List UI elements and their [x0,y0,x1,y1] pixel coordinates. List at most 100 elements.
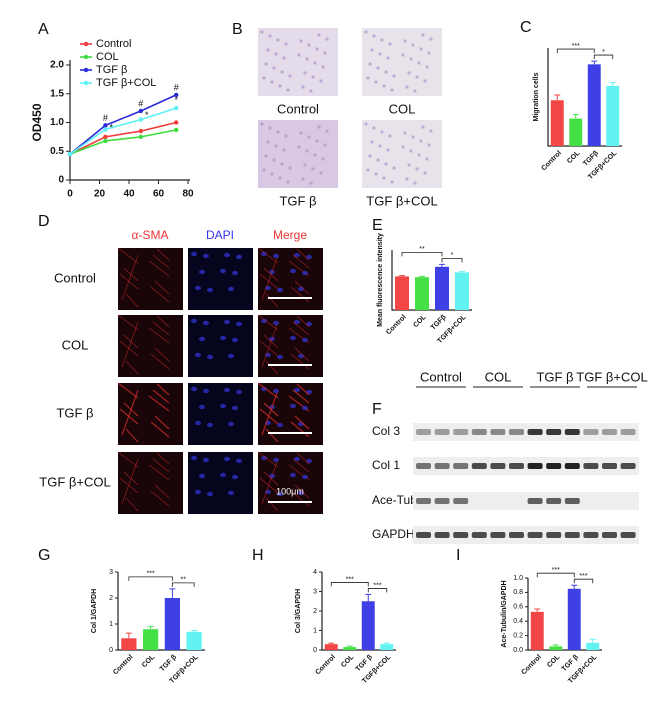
fiber [257,451,279,468]
sig-bracket [441,258,463,263]
panel-letter: D [38,213,50,230]
band [620,429,636,435]
band [546,498,562,504]
cell [409,149,413,153]
axes [321,572,396,651]
cell [380,130,384,134]
fiber [123,334,139,349]
sig-label: *** [373,582,381,589]
panel-letter: I [456,547,460,564]
nucleus [298,353,304,359]
x-tick-label: Control [540,150,563,173]
cell [380,38,384,42]
sig-label: *** [579,573,587,580]
sig-bracket [593,54,614,60]
band [416,429,431,435]
band [434,498,450,504]
band [583,532,599,538]
cell [301,85,305,89]
nucleus [294,456,300,462]
cell [286,180,290,184]
bar [567,588,581,650]
fiber [292,254,310,269]
cell [282,148,286,152]
error-bar [609,82,616,86]
cell [419,47,423,51]
annotation: # [103,113,108,123]
cell [378,144,382,148]
cell [386,148,390,152]
cell [409,57,413,61]
column-head: Merge [273,228,307,242]
cell [366,168,370,172]
error-bar [147,626,154,630]
error-bar [419,275,425,278]
cell [317,33,321,37]
cell [268,34,272,38]
cell [270,80,274,84]
fiber [294,415,310,430]
cell [403,131,407,135]
nucleus [261,251,267,257]
cell [319,79,323,83]
band [527,429,543,435]
series-line [69,94,177,155]
fiber [150,286,170,303]
cell [401,53,405,57]
cell [276,38,280,42]
fiber [125,360,139,375]
panel-letter: B [232,21,243,38]
fiber [150,421,170,438]
band [602,429,617,435]
nucleus [298,286,304,292]
cell [384,70,388,74]
sig-label: *** [346,576,354,583]
fiber [148,395,170,412]
row-label: COL [62,337,89,352]
fiber [117,314,139,331]
band [546,429,562,435]
panel-letter: C [520,19,532,36]
nucleus [228,353,234,359]
series-line [69,121,177,155]
bar [415,277,429,310]
fiber [152,321,170,336]
nucleus [273,457,279,463]
fiber [257,382,279,399]
cell [299,131,303,135]
sig-label: * [602,49,605,56]
point [138,117,143,122]
nucleus [277,287,283,293]
column-head: α-SMA [132,228,169,242]
y-tick-label: 2 [109,595,113,602]
nucleus [191,386,197,392]
band [453,429,469,435]
bar [587,64,601,146]
cell [411,43,415,47]
y-tick-label: 0.8 [513,589,523,596]
bar [550,100,564,146]
cell [309,89,313,93]
cell [403,39,407,43]
cell [264,154,268,158]
y-axis-label: Mean fluorescence intensity [377,233,384,327]
error-bar [552,644,559,647]
cell [407,71,411,75]
fiber [117,451,139,468]
x-tick-label: Control [385,314,408,337]
micro-image [258,120,338,188]
band [490,463,506,469]
band [564,498,580,504]
x-tick-label: 60 [153,189,165,200]
cell [370,48,374,52]
fluor-image [188,315,253,377]
nucleus [232,337,238,343]
fiber [123,267,139,282]
nucleus [199,473,205,479]
micro-image [362,120,442,188]
fiber [148,260,170,277]
cell [364,30,368,34]
bar [121,638,137,650]
sig-label: *** [572,43,580,50]
fiber [290,421,310,438]
